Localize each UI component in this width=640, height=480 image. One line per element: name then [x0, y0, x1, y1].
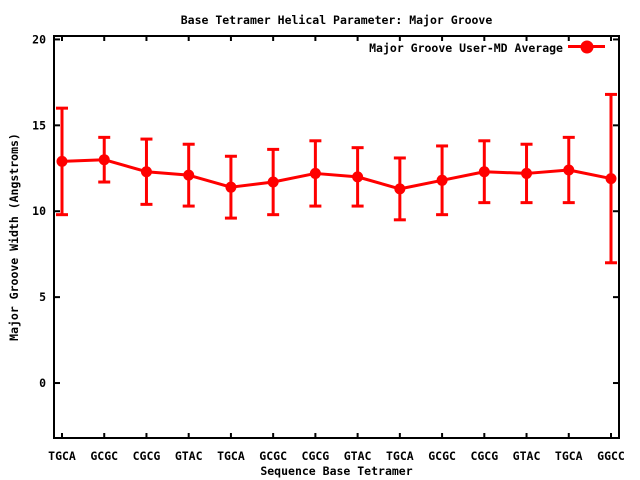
data-point: [98, 154, 110, 166]
data-point: [394, 183, 406, 195]
x-tick-label: TGCA: [217, 449, 245, 463]
data-point: [225, 181, 237, 193]
y-tick-label: 5: [39, 290, 46, 304]
data-point: [183, 169, 195, 181]
y-tick-label: 10: [32, 204, 46, 218]
legend-label: Major Groove User-MD Average: [369, 41, 563, 55]
data-point: [140, 166, 152, 178]
data-point: [436, 174, 448, 186]
x-tick-label: GTAC: [175, 449, 203, 463]
data-point: [56, 155, 68, 167]
legend-line-sample: [568, 40, 605, 53]
y-tick-label: 15: [32, 118, 46, 132]
data-point: [521, 167, 533, 179]
data-point: [605, 173, 617, 185]
x-tick-label: TGCA: [386, 449, 414, 463]
y-tick-label: 0: [39, 376, 46, 390]
x-tick-label: CGCG: [302, 449, 330, 463]
series-line: [61, 158, 612, 191]
chart-title: Base Tetramer Helical Parameter: Major G…: [180, 13, 493, 27]
x-tick-label: GTAC: [513, 449, 541, 463]
x-tick-label: GTAC: [344, 449, 372, 463]
data-point: [478, 166, 490, 178]
plot-border: [53, 35, 620, 439]
data-point: [563, 164, 575, 176]
x-tick-label: GGCC: [597, 449, 625, 463]
data-point: [352, 171, 364, 183]
x-axis-label: Sequence Base Tetramer: [260, 464, 413, 478]
legend-point-icon: [580, 40, 593, 53]
x-tick-label: TGCA: [555, 449, 583, 463]
x-tick-label: TGCA: [48, 449, 76, 463]
x-tick-label: CGCG: [470, 449, 498, 463]
x-tick-label: CGCG: [133, 449, 161, 463]
data-point: [267, 176, 279, 188]
data-point: [309, 167, 321, 179]
x-tick-label: GCGC: [259, 449, 287, 463]
x-tick-label: GCGC: [90, 449, 118, 463]
y-tick-label: 20: [32, 32, 46, 46]
x-tick-label: GCGC: [428, 449, 456, 463]
